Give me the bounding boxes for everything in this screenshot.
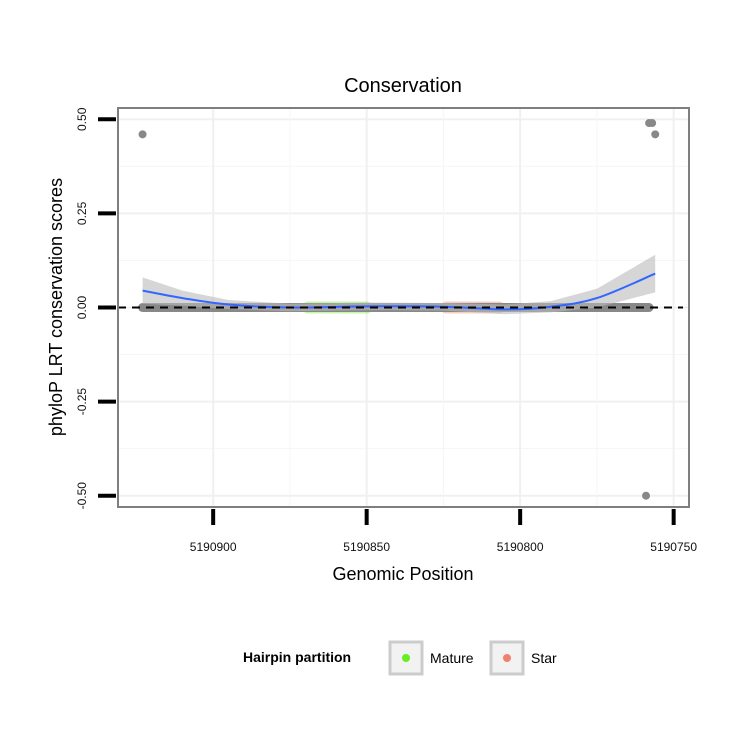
smooth-line — [142, 272, 656, 311]
data-point-0 — [138, 130, 147, 139]
legend-label-star: Star — [531, 650, 557, 666]
data-point-2 — [648, 119, 657, 128]
x-tick-label-1: 5190850 — [343, 540, 390, 554]
y-axis-title: phyloP LRT conservation scores — [46, 178, 66, 436]
legend-swatch-star — [503, 654, 511, 662]
y-tick-label-0: -0.50 — [75, 482, 89, 510]
data-point-4 — [642, 491, 651, 500]
axes: 5190900 5190850 5190800 5190750 -0.50 -0.25 0.… — [75, 107, 697, 554]
legend-swatch-mature — [402, 654, 410, 662]
x-tick-label-2: 5190800 — [497, 540, 544, 554]
plot-area — [117, 107, 690, 508]
legend: Hairpin partition Mature Star — [243, 640, 557, 676]
legend-label-mature: Mature — [430, 650, 474, 666]
x-tick-label-0: 5190900 — [190, 540, 237, 554]
legend-title: Hairpin partition — [243, 649, 351, 665]
y-tick-label-4: 0.50 — [75, 107, 89, 131]
x-axis-title: Genomic Position — [332, 564, 473, 584]
plot-border — [117, 107, 690, 508]
y-tick-label-2: 0.00 — [75, 295, 89, 319]
legend-key-mature — [388, 640, 424, 676]
data-point-3 — [651, 130, 660, 139]
chart-title: Conservation — [344, 75, 462, 97]
y-tick-label-3: 0.25 — [75, 201, 89, 225]
x-tick-label-3: 5190750 — [650, 540, 697, 554]
y-tick-label-1: -0.25 — [75, 388, 89, 416]
